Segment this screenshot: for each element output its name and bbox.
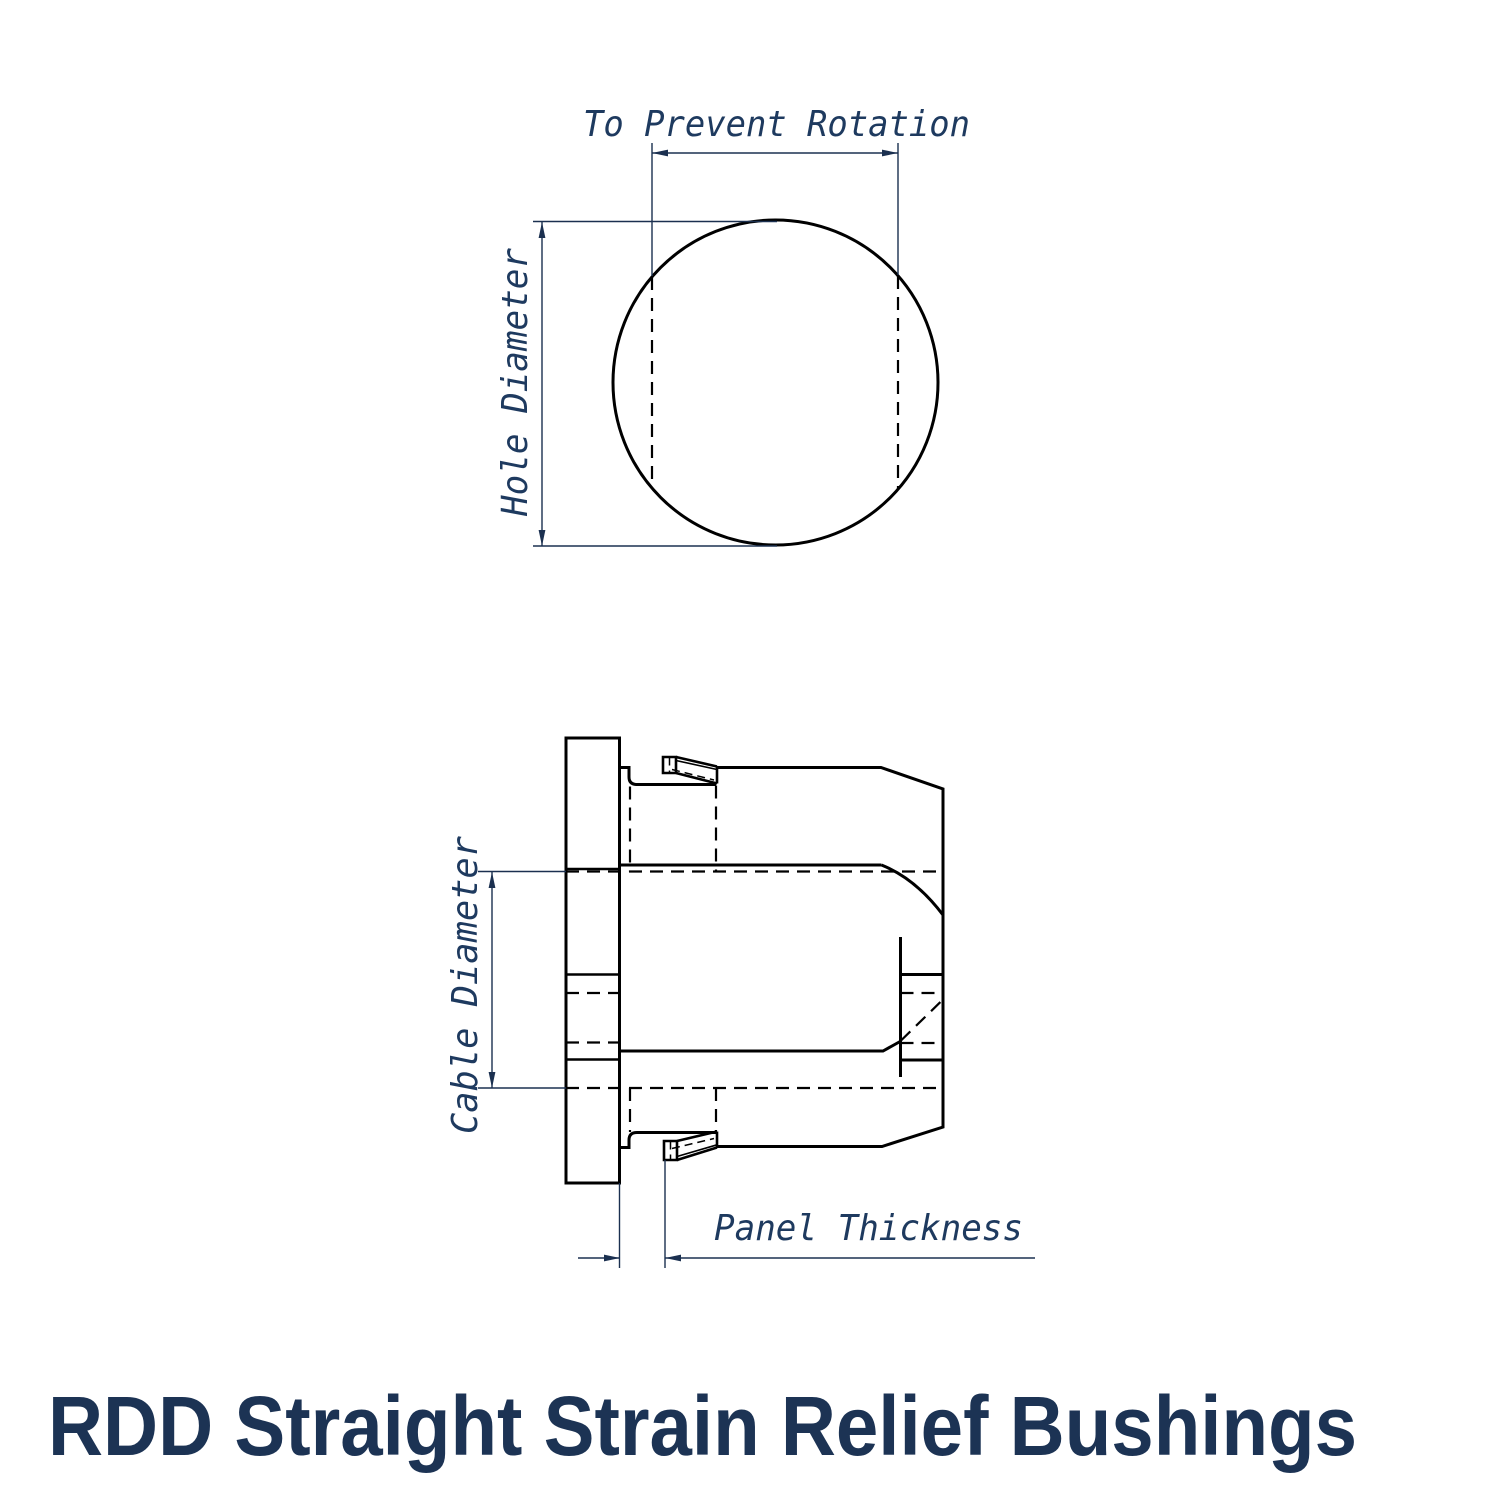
body-neck-bottom	[619, 1131, 716, 1149]
bushing-face-circle	[611, 218, 940, 547]
barb-top-slant	[676, 1130, 718, 1143]
arrowhead-left	[665, 1254, 681, 1262]
hidden-lines	[566, 785, 944, 1132]
body-neck-top	[619, 766, 716, 786]
front-view: To Prevent Rotation Hole Diameter	[495, 104, 970, 547]
arrowhead-down	[538, 530, 546, 546]
dimension-hole-diameter: Hole Diameter	[495, 220, 777, 547]
barb-top-slant	[675, 755, 718, 768]
barb-bottom-slant	[675, 771, 718, 785]
arrowhead-up	[488, 872, 496, 888]
hole-diameter-label: Hole Diameter	[495, 248, 536, 517]
to-prevent-rotation-label: To Prevent Rotation	[583, 104, 970, 145]
barb-bottom-face-edge	[676, 1144, 718, 1158]
arrowhead-right	[882, 149, 898, 157]
page-title: RDD Straight Strain Relief Bushings	[48, 1379, 1357, 1473]
arrowhead-right	[604, 1254, 620, 1262]
panel-thickness-label: Panel Thickness	[714, 1208, 1023, 1249]
dimension-to-prevent-rotation: To Prevent Rotation	[583, 104, 970, 276]
body-outline	[716, 766, 945, 1148]
arrowhead-left	[652, 149, 668, 157]
bore-line-bottom	[619, 1039, 902, 1053]
side-view: Cable Diameter Panel Thickness	[445, 736, 1035, 1268]
barb-hidden-edge	[671, 1137, 715, 1150]
barb-top-face-edge	[675, 759, 718, 771]
barb-hidden-edge	[671, 768, 715, 781]
dimension-cable-diameter: Cable Diameter	[445, 836, 566, 1134]
flange-outline	[564, 736, 621, 1185]
cable-diameter-label: Cable Diameter	[445, 836, 486, 1134]
snap-barb-top	[661, 755, 719, 785]
funnel-hidden-diagonal	[900, 998, 944, 1042]
dimension-panel-thickness: Panel Thickness	[578, 1160, 1035, 1268]
arrowhead-up	[538, 222, 546, 238]
funnel-curve-top	[880, 863, 945, 916]
snap-barb-bottom	[662, 1130, 719, 1162]
barb-bottom-slant	[676, 1146, 718, 1162]
arrowhead-down	[488, 1072, 496, 1088]
